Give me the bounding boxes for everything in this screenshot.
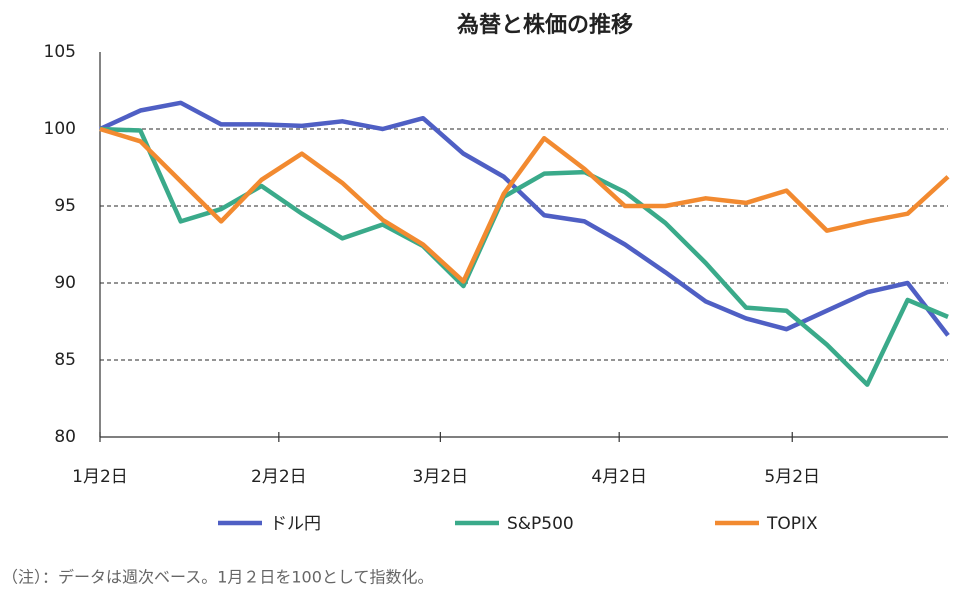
legend-label: TOPIX <box>766 514 818 534</box>
series-line <box>99 100 950 337</box>
note: （注）：データは週次ベース。1月２日を100として指数化。 <box>2 568 433 587</box>
x-tick-label: 5月2日 <box>764 467 820 487</box>
y-tick-label: 90 <box>54 273 76 293</box>
y-tick-label: 105 <box>44 42 76 62</box>
y-tick-label: 85 <box>54 350 76 370</box>
y-tick-label: 80 <box>54 427 76 447</box>
y-tick-label: 100 <box>44 119 76 139</box>
x-tick-label: 2月2日 <box>251 467 307 487</box>
y-tick-label: 95 <box>54 196 76 216</box>
legend-label: ドル円 <box>270 514 321 534</box>
legend-label: S&P500 <box>507 514 574 534</box>
x-tick-label: 3月2日 <box>413 467 469 487</box>
chart-title: 為替と株価の推移 <box>457 12 633 38</box>
series-line <box>99 126 950 284</box>
x-tick-label: 1月2日 <box>72 467 128 487</box>
x-tick-label: 4月2日 <box>591 467 647 487</box>
